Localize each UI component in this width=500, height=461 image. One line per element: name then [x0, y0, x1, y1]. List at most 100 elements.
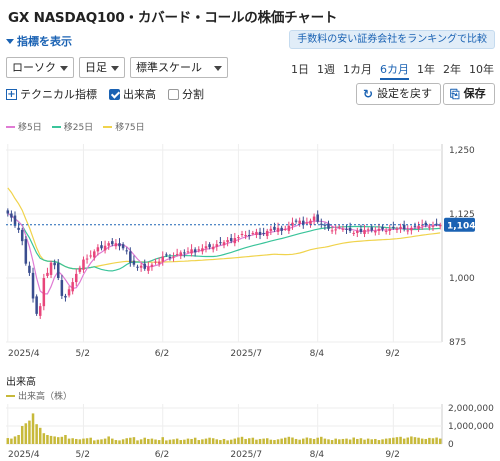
date-tick-label: 9/2 [385, 349, 399, 359]
scale-value: 標準スケール [136, 61, 202, 74]
candle-body [269, 228, 273, 231]
candle-body [233, 238, 237, 244]
candle-body [265, 230, 269, 237]
candle-body [157, 261, 161, 264]
volume-bar [20, 426, 24, 444]
candle-body [273, 226, 276, 230]
candle-body [222, 242, 226, 246]
volume-bar [157, 440, 161, 444]
save-label: 保存 [463, 87, 486, 100]
candle-body [13, 215, 17, 226]
period-tab-1m[interactable]: 1カ月 [343, 63, 372, 76]
volume-tick-label: 0 [448, 440, 454, 450]
volume-bar [96, 439, 100, 444]
candle-body [208, 244, 211, 248]
candle-body [359, 228, 363, 232]
volume-legend: 出来高（株） [6, 389, 72, 402]
period-tab-10y[interactable]: 10年 [469, 63, 494, 76]
volume-tick-label: 1,000,000 [448, 422, 494, 432]
candle-body [71, 282, 74, 292]
volume-bar [172, 439, 175, 444]
volume-bar [13, 436, 17, 444]
candle-body [247, 234, 251, 236]
volume-bar [359, 438, 363, 444]
candle-body [118, 243, 121, 247]
candle-body [129, 251, 132, 263]
volume-bar [175, 438, 179, 444]
volume-bar [143, 437, 146, 444]
volume-bar [168, 439, 172, 444]
date-tick-label: 6/2 [155, 349, 169, 359]
volume-bar [283, 437, 287, 444]
volume-bar [46, 435, 49, 444]
split-checkbox[interactable]: 分割 [168, 86, 204, 102]
candle-body [413, 225, 417, 227]
reset-settings-button[interactable]: ↻ 設定を戻す [356, 83, 442, 105]
technical-indicator-option[interactable]: + テクニカル指標 [6, 86, 97, 102]
candle-body [345, 228, 348, 230]
candle-body [46, 272, 49, 276]
volume-bar [435, 437, 438, 444]
volume-bar [204, 438, 208, 444]
candle-body [78, 267, 82, 272]
volume-bar [370, 439, 373, 444]
legend-swatch-ma25 [51, 125, 61, 128]
interval-select[interactable]: 日足 [79, 57, 125, 78]
volume-bar [428, 437, 431, 444]
volume-bar [392, 437, 395, 444]
period-tab-6m[interactable]: 6カ月 [380, 61, 409, 80]
candle-body [280, 227, 283, 231]
paperclip-icon: ⎘ [450, 87, 460, 101]
volume-bar [309, 438, 312, 444]
volume-bar [356, 438, 359, 444]
volume-bar [49, 435, 53, 444]
candle-body [179, 252, 183, 256]
candle-body [38, 306, 42, 316]
volume-bar [111, 438, 114, 444]
volume-bar [31, 413, 35, 444]
candle-body [309, 220, 312, 225]
period-tab-2y[interactable]: 2年 [443, 63, 461, 76]
volume-bar [305, 437, 309, 444]
candle-body [6, 210, 10, 214]
candle-body [42, 278, 46, 307]
candle-body [82, 259, 85, 270]
candle-body [356, 230, 359, 233]
current-price-tag [444, 217, 475, 232]
indicator-toggle[interactable]: 指標を表示 [6, 33, 72, 49]
candle-body [215, 244, 219, 247]
volume-bar [10, 438, 13, 444]
broker-ranking-link[interactable]: 手数料の安い証券会社をランキングで比較 [289, 30, 495, 49]
candle-body [67, 289, 71, 296]
scale-select[interactable]: 標準スケール [130, 57, 228, 78]
period-tab-1w[interactable]: 1週 [317, 63, 335, 76]
volume-date-tick-label: 9/2 [385, 450, 399, 460]
reset-settings-label: 設定を戻す [377, 87, 433, 100]
candle-body [262, 232, 265, 234]
candle-body [428, 226, 431, 228]
volume-bar [114, 440, 118, 444]
volume-bar [424, 438, 428, 444]
period-tab-1y[interactable]: 1年 [417, 63, 435, 76]
current-price-label: 1,104 [447, 221, 475, 231]
volume-bar [60, 436, 64, 444]
volume-bar [417, 437, 420, 444]
volume-bar [179, 440, 183, 444]
volume-bar [190, 438, 193, 444]
volume-bar [374, 438, 377, 444]
candle-body [28, 265, 31, 273]
save-button[interactable]: ⎘ 保存 [443, 83, 495, 105]
volume-legend-label: 出来高（株） [18, 392, 73, 402]
candle-body [226, 240, 229, 243]
candle-body [370, 227, 373, 231]
chart-type-select[interactable]: ローソク [6, 57, 74, 78]
caret-down-icon [6, 38, 14, 44]
candle-body [312, 216, 316, 221]
volume-bar [381, 439, 384, 444]
candle-body [193, 249, 197, 253]
volume-bar [287, 436, 291, 444]
volume-bar [330, 440, 334, 444]
period-tab-1d[interactable]: 1日 [291, 63, 309, 76]
volume-checkbox[interactable]: 出来高 [109, 86, 156, 102]
